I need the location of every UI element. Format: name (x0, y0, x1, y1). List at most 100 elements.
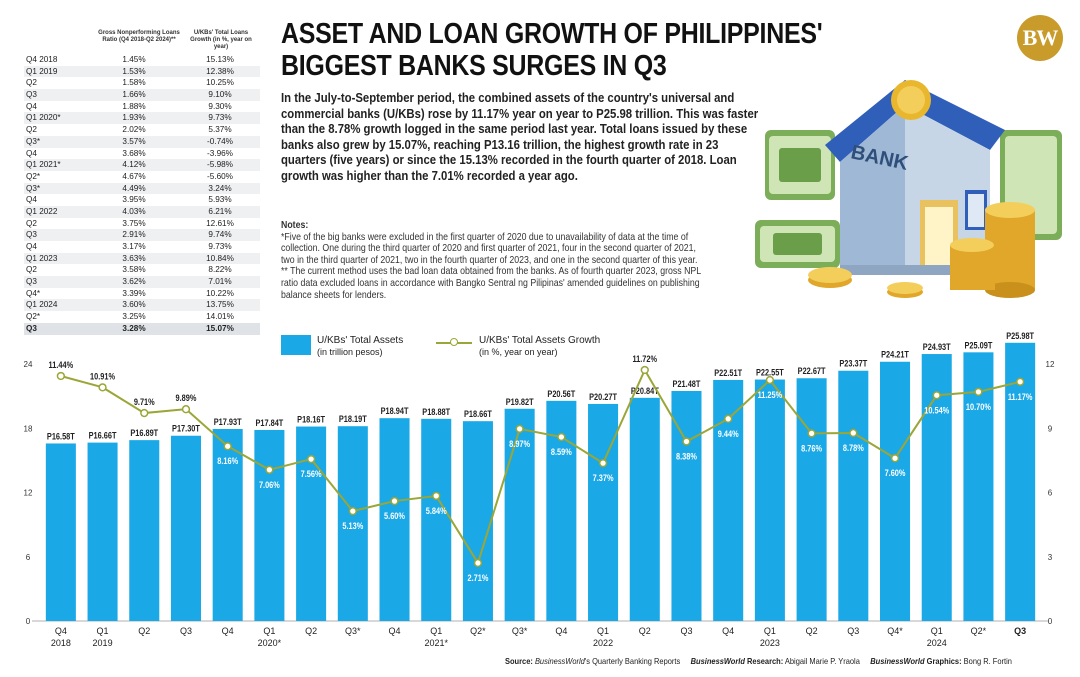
growth-line (60, 367, 1021, 566)
table-cell-npl: 1.88% (122, 101, 146, 111)
growth-point (265, 465, 274, 474)
source-brand: BusinessWorld (534, 656, 585, 666)
asset-bar-label: P22.67T (798, 367, 826, 377)
table-cell-period: Q2 (26, 218, 37, 228)
y-right-tick-label: 9 (1048, 424, 1053, 433)
asset-bar-label: P18.19T (339, 415, 367, 425)
growth-point-label: 8.76% (801, 444, 823, 454)
table-row: Q1 2019 1.53% 12.38% (24, 65, 260, 78)
table-cell-period: Q3* (26, 183, 41, 193)
npl-loans-table: Gross Nonperforming Loans Ratio (Q4 2018… (24, 26, 260, 335)
growth-point (348, 506, 357, 516)
table-cell-npl: 4.67% (122, 171, 146, 181)
asset-bar-label: P20.84T (631, 386, 659, 396)
footer-credits: Source: BusinessWorld's Quarterly Bankin… (505, 656, 1012, 666)
table-row: Q1 2021* 4.12% -5.98% (24, 159, 260, 171)
category-label: Q2 (806, 626, 818, 636)
table-cell-npl: 3.17% (122, 242, 146, 251)
legend-bar-swatch (281, 335, 311, 355)
growth-point-label: 9.89% (176, 394, 198, 404)
table-cell-npl: 3.95% (122, 195, 146, 205)
growth-point (724, 414, 733, 423)
category-label: Q1 (597, 626, 609, 636)
table-cell-loans: 9.30% (208, 101, 232, 111)
bank-illustration: BANK (755, 80, 1062, 298)
growth-point (974, 387, 983, 396)
asset-bar (129, 440, 160, 621)
category-label: Q1 (764, 626, 776, 636)
table-cell-npl: 2.02% (122, 125, 146, 135)
table-cell-npl: 1.58% (122, 78, 146, 88)
asset-bar-label: P17.30T (172, 424, 200, 434)
table-cell-loans: 13.75% (206, 300, 234, 310)
page-title: ASSET AND LOAN GROWTH OF PHILIPPINES' BI… (281, 18, 823, 82)
growth-point (473, 558, 483, 568)
y-right-tick-label: 3 (1048, 553, 1053, 562)
table-row: Q1 2024 3.60% 13.75% (24, 299, 260, 312)
table-cell-period: Q2 (26, 125, 37, 135)
table-cell-loans: 15.07% (206, 323, 234, 333)
y-left-tick-label: 18 (24, 424, 33, 433)
category-label: Q4 (555, 626, 567, 636)
table-row: Q3* 3.57% -0.74% (24, 135, 260, 148)
table-cell-loans: 14.01% (206, 312, 234, 322)
table-cell-period: Q2 (26, 265, 37, 275)
category-year-label: 2019 (93, 638, 113, 648)
table-cell-period: Q1 2024 (26, 300, 58, 310)
category-label: Q3* (345, 626, 361, 636)
chart-legend: U/KBs' Total Assets (in trillion pesos) … (281, 333, 781, 363)
growth-point-label: 11.72% (632, 354, 657, 364)
growth-point (432, 491, 441, 501)
category-label: Q1 (931, 626, 943, 636)
y-right-tick-label: 0 (1048, 617, 1053, 626)
growth-point-label: 5.13% (342, 521, 364, 531)
asset-bar-label: P25.09T (965, 341, 993, 351)
growth-point-label: 5.60% (384, 511, 406, 521)
category-label: Q2 (138, 626, 150, 636)
growth-point-label: 8.38% (676, 452, 698, 462)
table-row: Q1 2020* 1.93% 9.73% (24, 112, 260, 125)
y-left-tick-label: 0 (26, 617, 31, 626)
growth-point-label: 7.37% (593, 474, 615, 484)
category-label: Q3 (680, 626, 692, 636)
y-left-tick-label: 6 (26, 553, 31, 562)
growth-point-label: 10.91% (90, 372, 116, 382)
note-1: *Five of the big banks were excluded in … (281, 231, 698, 266)
asset-bar (462, 421, 493, 621)
table-cell-loans: 12.38% (206, 66, 234, 76)
table-cell-loans: 10.84% (206, 253, 234, 263)
asset-bar (880, 361, 911, 621)
table-cell-loans: 3.24% (208, 183, 232, 193)
asset-bar (838, 370, 869, 621)
table-cell-period: Q3 (26, 323, 37, 333)
asset-bar-label: P25.98T (1006, 331, 1034, 341)
table-cell-period: Q4 (26, 101, 37, 111)
y-left-tick-label: 24 (24, 360, 33, 369)
bar-series: P16.58T P16.66T P16.89T P17.30T P17.93T P17.8… (45, 331, 1036, 621)
asset-bar-label: P18.94T (381, 407, 409, 417)
table-row: Q1 2023 3.63% 10.84% (24, 252, 260, 265)
asset-bar-label: P19.82T (506, 397, 534, 407)
table-cell-loans: 9.10% (208, 90, 232, 100)
table-cell-loans: -0.74% (207, 136, 233, 146)
growth-point (640, 365, 649, 375)
table-cell-loans: 6.21% (208, 206, 232, 216)
growth-point-label: 7.56% (301, 469, 323, 479)
growth-point-label: 2.71% (467, 573, 489, 583)
category-label: Q2 (639, 626, 651, 636)
table-cell-npl: 1.66% (122, 90, 146, 100)
category-year-label: 2018 (51, 638, 71, 648)
growth-point (56, 371, 66, 381)
graphics-label: Graphics: (926, 656, 962, 666)
category-label: Q3* (512, 626, 528, 636)
asset-bar-label: P18.88T (422, 407, 450, 417)
growth-point (557, 432, 566, 442)
asset-bar-label: P24.21T (881, 350, 909, 360)
category-label: Q1 (430, 626, 442, 636)
table-cell-period: Q4* (26, 288, 41, 298)
table-header: Gross Nonperforming Loans Ratio (Q4 2018… (24, 26, 260, 54)
table-cell-loans: 15.13% (206, 55, 234, 64)
growth-point-label: 8.97% (509, 439, 531, 449)
notes-heading: Notes: (281, 220, 309, 231)
category-label: Q4 (55, 626, 67, 636)
